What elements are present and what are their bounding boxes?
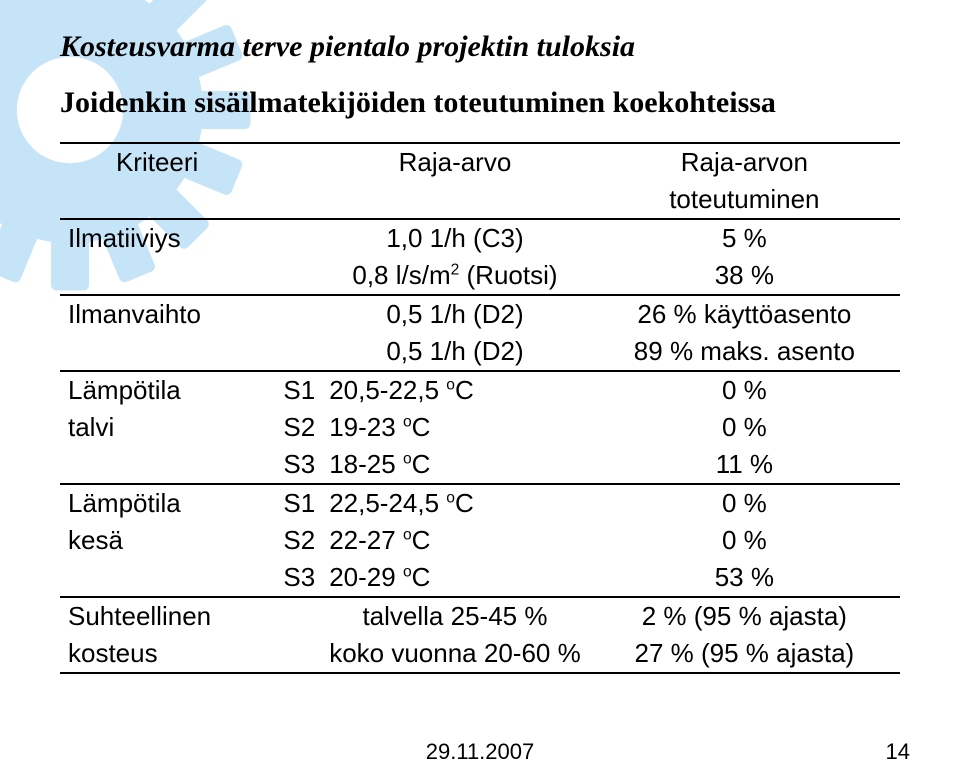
- cell-c1: Ilmanvaihto: [60, 295, 254, 333]
- cell-c3: 0 %: [589, 484, 900, 522]
- th-toteutuminen-1: Raja-arvon: [589, 143, 900, 181]
- table-row: Suhteellinen talvella 25-45 %2 % (95 % aj…: [60, 597, 900, 635]
- cell-c3: 0 %: [589, 522, 900, 559]
- cell-c1: kosteus: [60, 635, 254, 673]
- footer-date: 29.11.2007: [426, 739, 534, 765]
- cell-c1: talvi: [60, 409, 254, 446]
- cell-c2b: 1,0 1/h (C3): [321, 219, 589, 257]
- cell-c2a: [254, 257, 321, 295]
- cell-c3: 2 % (95 % ajasta): [589, 597, 900, 635]
- table-row: Ilmatiiviys 1,0 1/h (C3)5 %: [60, 219, 900, 257]
- cell-c2a: S3: [254, 559, 321, 597]
- cell-c2a: S3: [254, 446, 321, 484]
- cell-c3: 5 %: [589, 219, 900, 257]
- cell-c2b: 18-25 oC: [321, 446, 589, 484]
- cell-c1: [60, 446, 254, 484]
- cell-c2a: [254, 295, 321, 333]
- cell-c1: Lämpötila: [60, 484, 254, 522]
- table-row: S318-25 oC11 %: [60, 446, 900, 484]
- cell-c1: [60, 333, 254, 371]
- table-row: kesäS222-27 oC0 %: [60, 522, 900, 559]
- page-subtitle: Joidenkin sisäilmatekijöiden toteutumine…: [60, 86, 910, 120]
- cell-c2a: [254, 219, 321, 257]
- cell-c2b: 20,5-22,5 oC: [321, 371, 589, 409]
- table-row: LämpötilaS120,5-22,5 oC0 %: [60, 371, 900, 409]
- cell-c2b: talvella 25-45 %: [321, 597, 589, 635]
- th-rajaarvo: Raja-arvo: [321, 143, 589, 181]
- th-kriteeri: Kriteeri: [60, 143, 254, 181]
- table-row: 0,5 1/h (D2)89 % maks. asento: [60, 333, 900, 371]
- page-title: Kosteusvarma terve pientalo projektin tu…: [60, 30, 910, 64]
- cell-c3: 53 %: [589, 559, 900, 597]
- cell-c3: 26 % käyttöasento: [589, 295, 900, 333]
- table-row: S320-29 oC53 %: [60, 559, 900, 597]
- cell-c3: 11 %: [589, 446, 900, 484]
- cell-c2a: S1: [254, 371, 321, 409]
- table-row: Ilmanvaihto 0,5 1/h (D2)26 % käyttöasento: [60, 295, 900, 333]
- cell-c3: 0 %: [589, 409, 900, 446]
- cell-c1: [60, 559, 254, 597]
- cell-c2b: koko vuonna 20-60 %: [321, 635, 589, 673]
- table-row: 0,8 l/s/m2 (Ruotsi)38 %: [60, 257, 900, 295]
- cell-c2b: 22,5-24,5 oC: [321, 484, 589, 522]
- cell-c2a: S1: [254, 484, 321, 522]
- cell-c1: Suhteellinen: [60, 597, 254, 635]
- cell-c2b: 22-27 oC: [321, 522, 589, 559]
- cell-c1: Ilmatiiviys: [60, 219, 254, 257]
- cell-c2b: 19-23 oC: [321, 409, 589, 446]
- cell-c2a: [254, 635, 321, 673]
- cell-c2b: 0,8 l/s/m2 (Ruotsi): [321, 257, 589, 295]
- cell-c2b: 20-29 oC: [321, 559, 589, 597]
- cell-c3: 27 % (95 % ajasta): [589, 635, 900, 673]
- cell-c3: 89 % maks. asento: [589, 333, 900, 371]
- cell-c1: kesä: [60, 522, 254, 559]
- data-table: Kriteeri Raja-arvo Raja-arvon toteutumin…: [60, 142, 900, 674]
- cell-c2a: [254, 333, 321, 371]
- cell-c3: 38 %: [589, 257, 900, 295]
- table-row: LämpötilaS122,5-24,5 oC0 %: [60, 484, 900, 522]
- cell-c3: 0 %: [589, 371, 900, 409]
- cell-c2b: 0,5 1/h (D2): [321, 333, 589, 371]
- cell-c2a: [254, 597, 321, 635]
- table-row: kosteus koko vuonna 20-60 %27 % (95 % aja…: [60, 635, 900, 673]
- cell-c2a: S2: [254, 522, 321, 559]
- cell-c2a: S2: [254, 409, 321, 446]
- footer-page: 14: [886, 739, 910, 765]
- cell-c2b: 0,5 1/h (D2): [321, 295, 589, 333]
- cell-c1: [60, 257, 254, 295]
- th-toteutuminen-2: toteutuminen: [589, 181, 900, 219]
- table-row: talviS219-23 oC0 %: [60, 409, 900, 446]
- cell-c1: Lämpötila: [60, 371, 254, 409]
